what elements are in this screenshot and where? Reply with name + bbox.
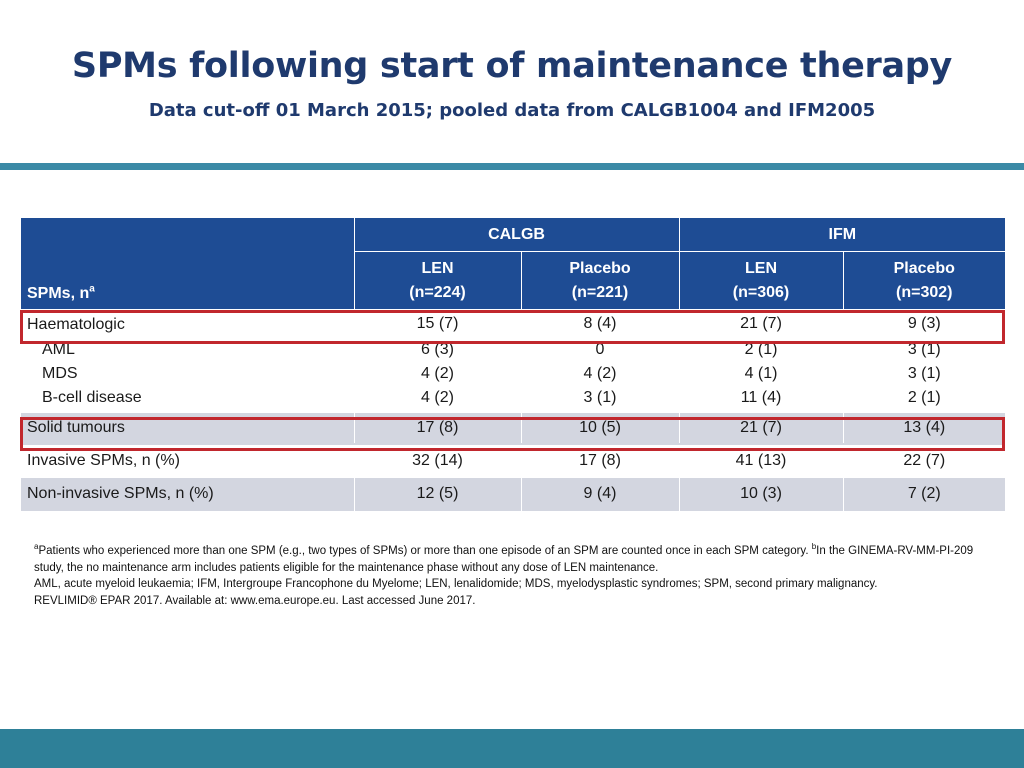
table-cell: 4 (2) xyxy=(354,385,522,412)
slide-subtitle: Data cut-off 01 March 2015; pooled data … xyxy=(148,100,876,121)
footnote-ab: aPatients who experienced more than one … xyxy=(34,542,974,574)
row-label: B-cell disease xyxy=(21,385,355,412)
table-cell: 2 (1) xyxy=(843,385,1006,412)
row-label: Invasive SPMs, n (%) xyxy=(21,442,355,478)
table-cell: 4 (1) xyxy=(679,361,844,386)
table-cell: 6 (3) xyxy=(354,337,522,362)
table-row-non-invasive: Non-invasive SPMs, n (%) 12 (5) 9 (4) 10… xyxy=(21,477,1006,511)
table-cell: 7 (2) xyxy=(843,477,1006,511)
footer-bar xyxy=(0,729,1024,768)
table-cell: 2 (1) xyxy=(679,337,844,362)
table-row-haematologic: Haematologic 15 (7) 8 (4) 21 (7) 9 (3) xyxy=(21,309,1006,338)
table-cell: 13 (4) xyxy=(843,411,1006,444)
col-header-ifm-len: LEN (n=306) xyxy=(679,251,844,309)
row-label: MDS xyxy=(21,361,355,386)
row-label: Non-invasive SPMs, n (%) xyxy=(21,477,355,511)
table-row-solid-tumours: Solid tumours 17 (8) 10 (5) 21 (7) 13 (4… xyxy=(21,411,1006,444)
table-cell: 3 (1) xyxy=(843,337,1006,362)
table-cell: 10 (5) xyxy=(521,411,680,444)
table-cell: 21 (7) xyxy=(679,309,844,338)
col-header-calgb-placebo: Placebo (n=221) xyxy=(521,251,680,309)
table-row-aml: AML 6 (3) 0 2 (1) 3 (1) xyxy=(21,337,1006,362)
table-cell: 17 (8) xyxy=(354,411,522,444)
slide-title: SPMs following start of maintenance ther… xyxy=(71,46,953,86)
col-header-ifm-placebo: Placebo (n=302) xyxy=(843,251,1006,309)
footnote-reference: REVLIMID® EPAR 2017. Available at: www.e… xyxy=(34,594,476,607)
group-header-ifm: IFM xyxy=(679,218,1006,252)
table-cell: 8 (4) xyxy=(521,309,680,338)
table-cell: 4 (2) xyxy=(521,361,680,386)
spm-table: SPMs, na CALGB IFM LEN (n=224) Placebo (n=… xyxy=(21,218,1006,511)
table-cell: 17 (8) xyxy=(521,442,680,478)
table-cell: 10 (3) xyxy=(679,477,844,511)
spm-table-container: SPMs, na CALGB IFM LEN (n=224) Placebo (n=… xyxy=(21,218,1006,511)
table-cell: 21 (7) xyxy=(679,411,844,444)
row-label: Haematologic xyxy=(21,309,355,338)
row-label: AML xyxy=(21,337,355,362)
table-cell: 0 xyxy=(521,337,680,362)
table-row-bcell: B-cell disease 4 (2) 3 (1) 11 (4) 2 (1) xyxy=(21,385,1006,412)
table-cell: 4 (2) xyxy=(354,361,522,386)
table-cell: 41 (13) xyxy=(679,442,844,478)
table-row-mds: MDS 4 (2) 4 (2) 4 (1) 3 (1) xyxy=(21,361,1006,386)
table-cell: 15 (7) xyxy=(354,309,522,338)
col-header-calgb-len: LEN (n=224) xyxy=(354,251,522,309)
table-cell: 32 (14) xyxy=(354,442,522,478)
table-cell: 3 (1) xyxy=(843,361,1006,386)
stub-header: SPMs, na xyxy=(21,218,355,310)
group-header-calgb: CALGB xyxy=(354,218,680,252)
footnote-abbreviations: AML, acute myeloid leukaemia; IFM, Inter… xyxy=(34,578,878,590)
table-cell: 22 (7) xyxy=(843,442,1006,478)
footnotes: aPatients who experienced more than one … xyxy=(34,543,1004,609)
table-cell: 3 (1) xyxy=(521,385,680,412)
table-cell: 11 (4) xyxy=(679,385,844,412)
title-divider xyxy=(0,163,1024,170)
table-cell: 9 (3) xyxy=(843,309,1006,338)
row-label: Solid tumours xyxy=(21,411,355,444)
table-cell: 12 (5) xyxy=(354,477,522,511)
table-cell: 9 (4) xyxy=(521,477,680,511)
table-row-invasive: Invasive SPMs, n (%) 32 (14) 17 (8) 41 (… xyxy=(21,442,1006,478)
